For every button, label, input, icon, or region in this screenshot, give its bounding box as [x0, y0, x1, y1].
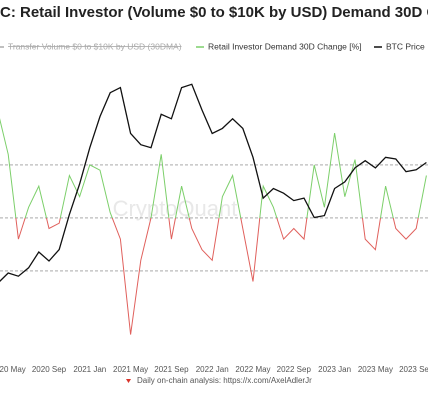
legend-label[interactable]: BTC Price [386, 41, 425, 51]
footer-icon [126, 379, 131, 383]
x-tick-label: 2022 Jan [196, 365, 229, 374]
series-line [0, 83, 427, 282]
x-tick-label: 2022 Sep [277, 365, 312, 374]
watermark: CryptoQuant [113, 196, 238, 221]
x-tick-label: 2023 Jan [318, 365, 351, 374]
legend-label[interactable]: Transfer Volume $0 to $10K by USD (30DMA… [8, 41, 182, 51]
x-tick-label: 2023 May [358, 365, 393, 374]
x-tick-label: 2020 May [0, 365, 26, 374]
x-tick-label: 2021 Jan [73, 365, 106, 374]
x-tick-label: 2022 May [235, 365, 270, 374]
x-tick-label: 2021 May [113, 365, 148, 374]
footer: Daily on-chain analysis: https://x.com/A… [137, 376, 312, 385]
series-line [0, 118, 427, 335]
x-tick-label: 2020 Sep [32, 365, 67, 374]
x-tick-label: 2023 Sep [399, 365, 428, 374]
x-tick-label: 2021 Sep [154, 365, 189, 374]
chart-title: C: Retail Investor (Volume $0 to $10K by… [0, 4, 428, 21]
legend-label[interactable]: Retail Investor Demand 30D Change [%] [208, 41, 362, 51]
